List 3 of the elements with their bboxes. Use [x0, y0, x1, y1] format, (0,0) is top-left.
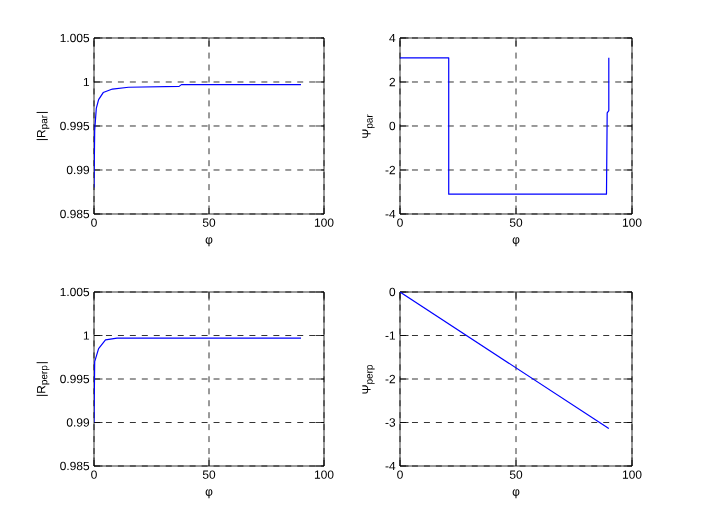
line-series [400, 57, 610, 195]
line-series [94, 84, 302, 189]
line-series [94, 337, 302, 424]
